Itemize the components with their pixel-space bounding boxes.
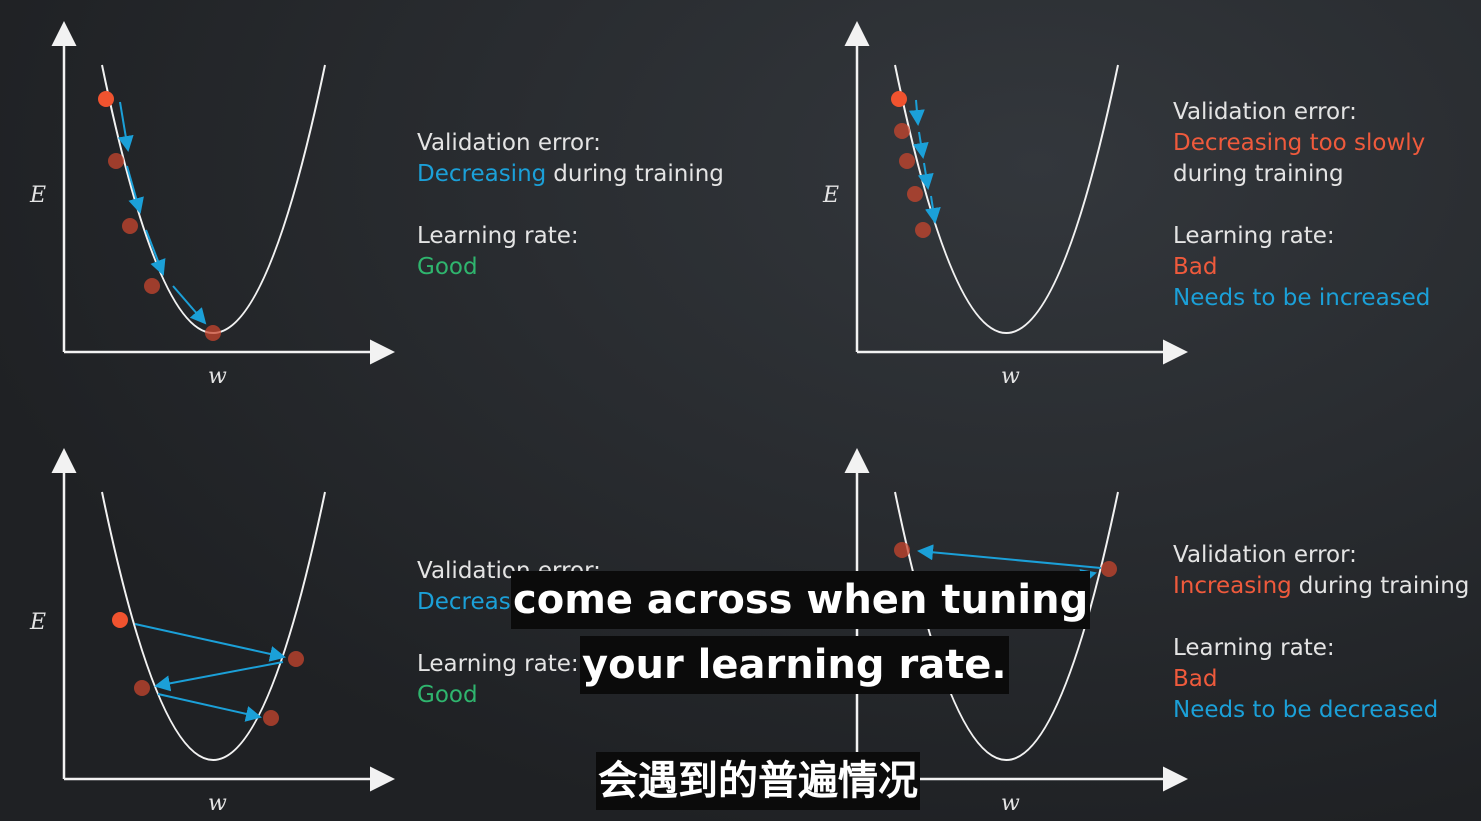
heading: Validation error: [417, 130, 601, 156]
text-segment: Decreasing too slowly [1173, 130, 1426, 156]
line: during training [1173, 159, 1430, 190]
line: Bad [1173, 664, 1469, 695]
validation: Validation error: Decreasing too slowly du… [1173, 97, 1430, 190]
line: Needs to be increased [1173, 283, 1430, 314]
panel-text: Validation error: Decreasing too slowly du… [1173, 97, 1430, 314]
x-axis-label: w [208, 791, 227, 816]
line: Decreasing too slowly [1173, 128, 1430, 159]
panel-oscillate: Ew [29, 448, 395, 816]
heading: Learning rate: [1173, 635, 1335, 661]
x-axis-label: w [1001, 791, 1020, 816]
y-axis-label: E [29, 183, 46, 208]
text-segment: Needs to be decreased [1173, 697, 1439, 723]
curve [894, 64, 1119, 334]
text-segment: during training [553, 161, 724, 187]
text-segment: Good [417, 254, 478, 280]
validation: Validation error: Increasing during traini… [1173, 540, 1469, 602]
heading: Learning rate: [1173, 223, 1335, 249]
panel-good: Ew [29, 21, 395, 389]
learning-rate: Learning rate: Bad Needs to be increased [1173, 221, 1430, 314]
text-segment: Good [417, 682, 478, 708]
panel-slow: Ew [822, 21, 1188, 389]
text-segment: Decreasing [417, 161, 547, 187]
subtitle: come across when tuning [511, 571, 1091, 629]
subtitle: 会遇到的普遍情况 [596, 752, 920, 810]
x-axis-label: w [1001, 364, 1020, 389]
text-segment: Increasing [1173, 573, 1292, 599]
panel-text: Validation error: Increasing during traini… [1173, 540, 1469, 726]
text-segment: Bad [1173, 254, 1218, 280]
heading: Validation error: [1173, 542, 1357, 568]
text-segment: during training [1298, 573, 1470, 599]
learning-rate: Learning rate: Good [417, 221, 724, 283]
heading: Learning rate: [417, 651, 579, 677]
text-segment: Bad [1173, 666, 1218, 692]
curve [101, 491, 326, 761]
y-axis-label: E [822, 183, 839, 208]
line: Good [417, 252, 724, 283]
text-segment: Needs to be increased [1173, 285, 1431, 311]
line: Needs to be decreased [1173, 695, 1469, 726]
heading: Learning rate: [417, 223, 579, 249]
x-axis-label: w [208, 364, 227, 389]
line: Bad [1173, 252, 1430, 283]
heading: Validation error: [1173, 99, 1357, 125]
line: Increasing during training [1173, 571, 1469, 602]
line: Good [417, 680, 724, 711]
subtitle: your learning rate. [580, 636, 1009, 694]
text-segment: during training [1173, 161, 1344, 187]
learning-rate: Learning rate: Bad Needs to be decreased [1173, 633, 1469, 726]
learning-rate: Learning rate: Good [417, 649, 724, 711]
y-axis-label: E [29, 610, 46, 635]
